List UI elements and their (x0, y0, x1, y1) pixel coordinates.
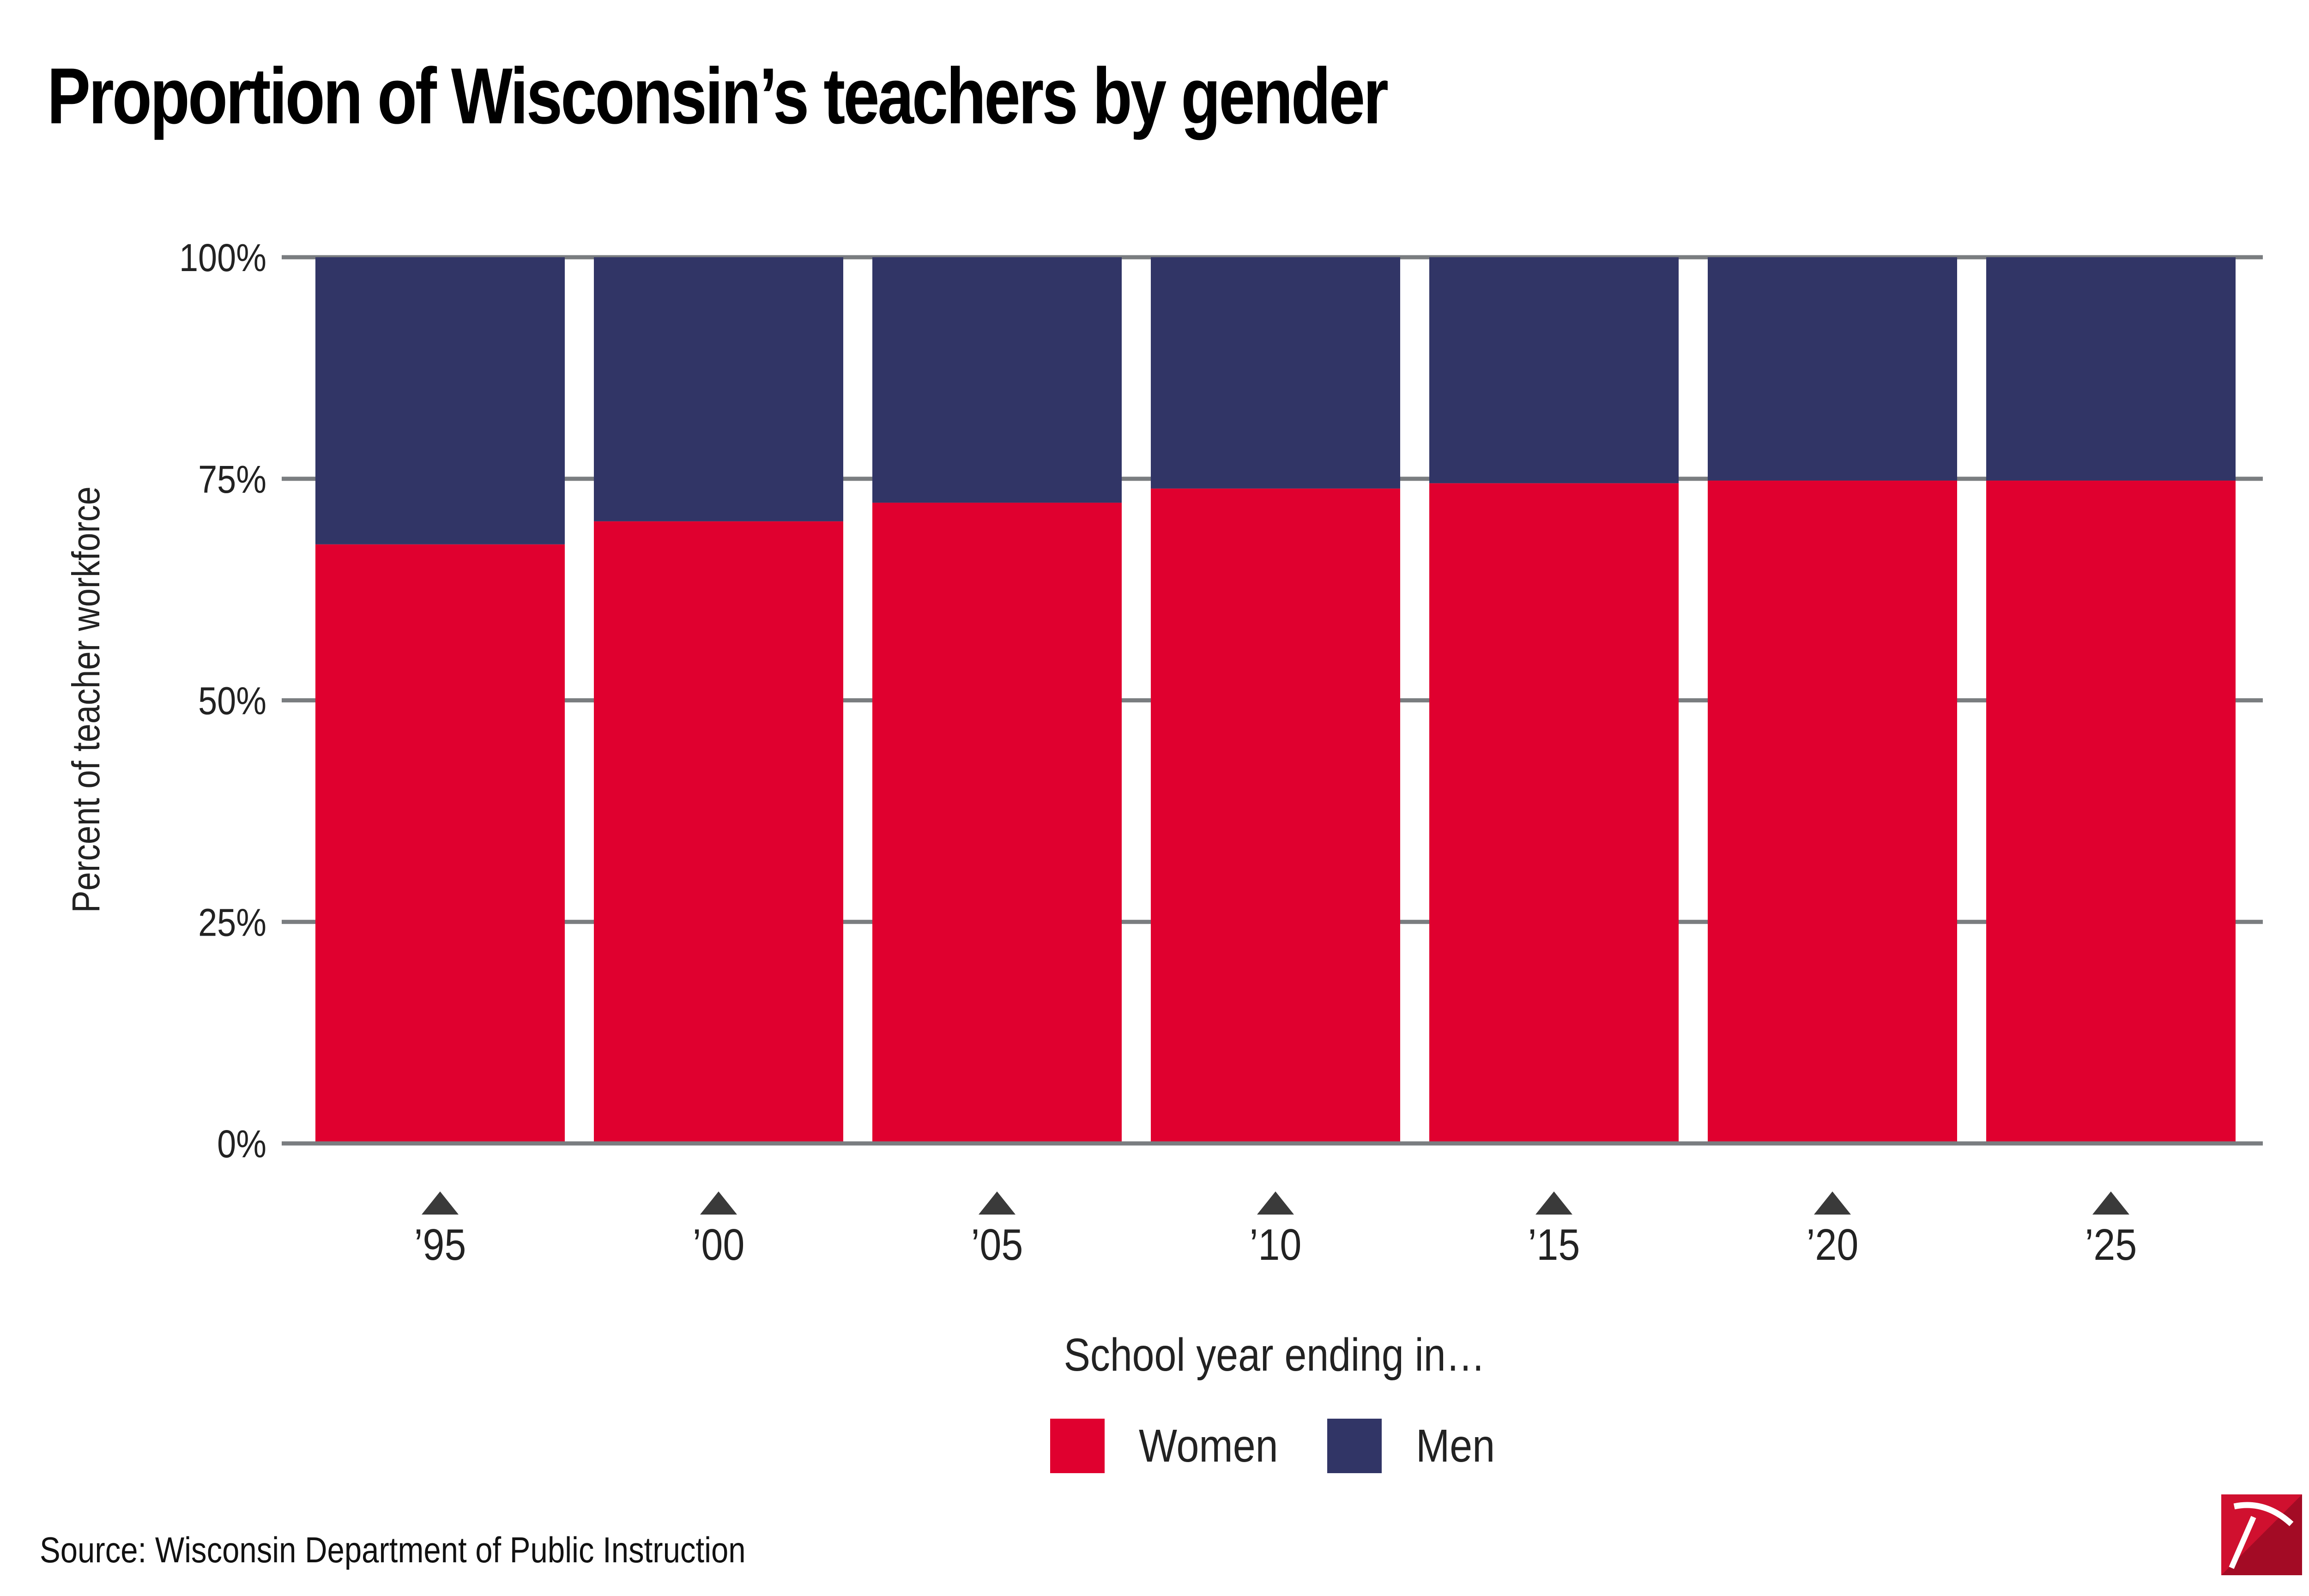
bar-men-2 (872, 257, 1122, 503)
legend: Women Men (1050, 1419, 1495, 1473)
x-tick-label: ’15 (1528, 1220, 1580, 1270)
bars (282, 257, 2263, 1146)
bar-women-5 (1708, 480, 1957, 1143)
x-axis-ticks: ’95 ’00 ’05 ’10 ’15 ’20 ’25 (414, 1191, 2137, 1270)
y-tick-label: 75% (198, 457, 266, 501)
legend-swatch-women (1050, 1419, 1105, 1473)
bar-men-3 (1151, 257, 1400, 489)
pickaxe-logo-icon (2221, 1494, 2302, 1575)
x-tick-marker-icon (422, 1191, 459, 1215)
x-tick-label: ’05 (971, 1220, 1023, 1270)
y-tick-label: 100% (179, 236, 266, 279)
legend-label-men: Men (1416, 1420, 1495, 1471)
x-tick-marker-icon (1814, 1191, 1851, 1215)
x-tick-marker-icon (2092, 1191, 2129, 1215)
bar-men-4 (1429, 257, 1679, 484)
x-tick-marker-icon (700, 1191, 737, 1215)
x-tick-label: ’25 (2085, 1220, 2137, 1270)
x-tick-label: ’10 (1250, 1220, 1302, 1270)
y-axis-title: Percent of teacher workforce (64, 486, 108, 913)
source-note: Source: Wisconsin Department of Public I… (40, 1530, 746, 1570)
bar-women-0 (315, 544, 565, 1143)
bar-women-6 (1986, 480, 2236, 1143)
x-tick-marker-icon (1535, 1191, 1572, 1215)
y-axis-ticks: 0% 25% 50% 75% 100% (179, 236, 266, 1166)
x-axis-title: School year ending in… (1064, 1329, 1485, 1381)
bar-men-1 (594, 257, 843, 521)
bar-men-6 (1986, 257, 2236, 481)
bar-women-2 (872, 502, 1122, 1143)
bar-women-4 (1429, 483, 1679, 1143)
x-tick-marker-icon (979, 1191, 1015, 1215)
x-tick-marker-icon (1257, 1191, 1294, 1215)
legend-swatch-men (1327, 1419, 1382, 1473)
bar-men-0 (315, 257, 565, 544)
x-tick-label: ’95 (414, 1220, 466, 1270)
y-tick-label: 50% (198, 679, 266, 722)
bar-women-3 (1151, 488, 1400, 1143)
x-tick-label: ’20 (1807, 1220, 1859, 1270)
bar-men-5 (1708, 257, 1957, 481)
x-tick-label: ’00 (693, 1220, 745, 1270)
y-tick-label: 25% (198, 901, 266, 944)
chart-title: Proportion of Wisconsin’s teachers by ge… (47, 52, 1389, 140)
bar-women-1 (594, 521, 843, 1143)
legend-label-women: Women (1139, 1420, 1278, 1471)
y-tick-label: 0% (217, 1122, 266, 1166)
